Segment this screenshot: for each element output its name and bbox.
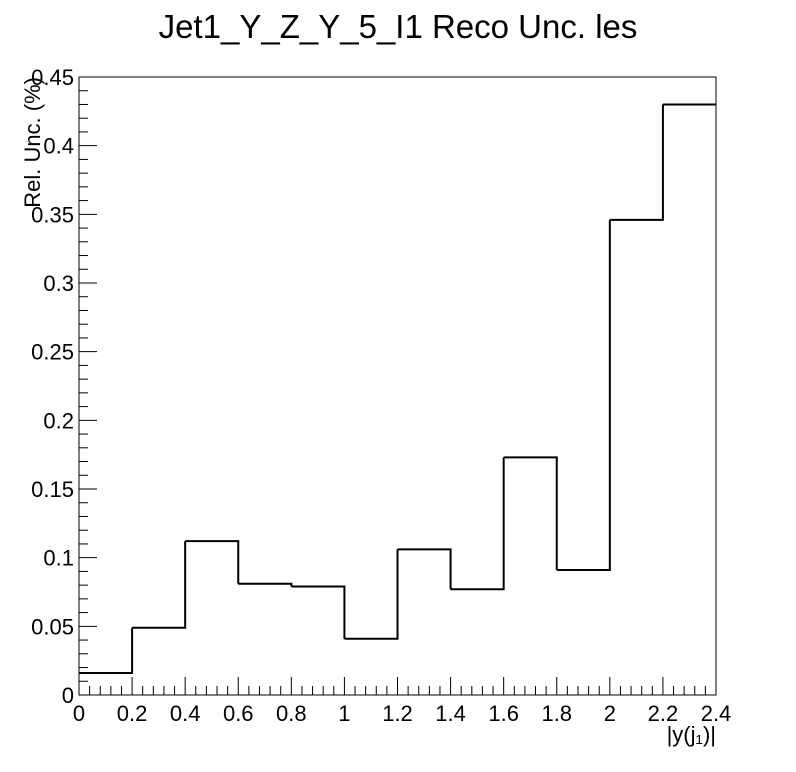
histogram-bin <box>344 549 399 640</box>
y-axis-ticks <box>79 76 97 696</box>
x-tick-label: 2.2 <box>648 701 679 726</box>
y-tick-label: 0.45 <box>31 65 74 90</box>
histogram-bin <box>185 540 240 584</box>
y-tick-label: 0.25 <box>31 340 74 365</box>
x-axis-title: |y(j₁)| <box>667 722 716 747</box>
histogram-bin <box>609 104 664 221</box>
x-tick-label: 1.8 <box>541 701 572 726</box>
x-tick-label: 2.4 <box>701 701 732 726</box>
x-tick-label: 0.6 <box>223 701 254 726</box>
histogram-bin <box>238 582 293 587</box>
x-tick-label: 1 <box>338 701 350 726</box>
histogram-bin <box>79 627 134 675</box>
y-tick-label: 0.2 <box>43 408 74 433</box>
y-tick-label: 0 <box>62 683 74 708</box>
y-tick-label: 0.05 <box>31 614 74 639</box>
y-tick-label: 0.1 <box>43 546 74 571</box>
y-tick-label: 0.35 <box>31 202 74 227</box>
x-tick-label: 0.2 <box>117 701 148 726</box>
y-tick-label: 0.15 <box>31 477 74 502</box>
histogram-bin <box>450 457 505 591</box>
y-tick-label: 0.4 <box>43 134 74 159</box>
x-tick-label: 2 <box>604 701 616 726</box>
histogram-bins <box>79 103 716 675</box>
x-tick-label: 1.4 <box>435 701 466 726</box>
histogram-bin <box>132 541 187 629</box>
chart-title: Jet1_Y_Z_Y_5_I1 Reco Unc. les <box>159 8 638 45</box>
histogram-bin <box>503 456 558 571</box>
x-tick-label: 0.8 <box>276 701 307 726</box>
y-axis-tick-labels: 0 0.05 0.1 0.15 0.2 0.25 0.3 0.35 0.4 0.45 <box>31 65 74 708</box>
y-tick-label: 0.3 <box>43 271 74 296</box>
x-tick-label: 0 <box>73 701 85 726</box>
histogram-bin <box>397 548 452 590</box>
x-tick-label: 1.2 <box>382 701 413 726</box>
x-tick-label: 0.4 <box>170 701 201 726</box>
histogram-bin <box>556 219 611 572</box>
histogram-bin <box>291 585 346 639</box>
x-axis-tick-labels: 0 0.2 0.4 0.6 0.8 1 1.2 1.4 1.6 1.8 2 2.2 2.4 <box>73 701 731 726</box>
x-tick-label: 1.6 <box>488 701 519 726</box>
x-axis-ticks <box>78 677 717 695</box>
y-axis-title: Rel. Unc. (%) <box>20 77 45 208</box>
